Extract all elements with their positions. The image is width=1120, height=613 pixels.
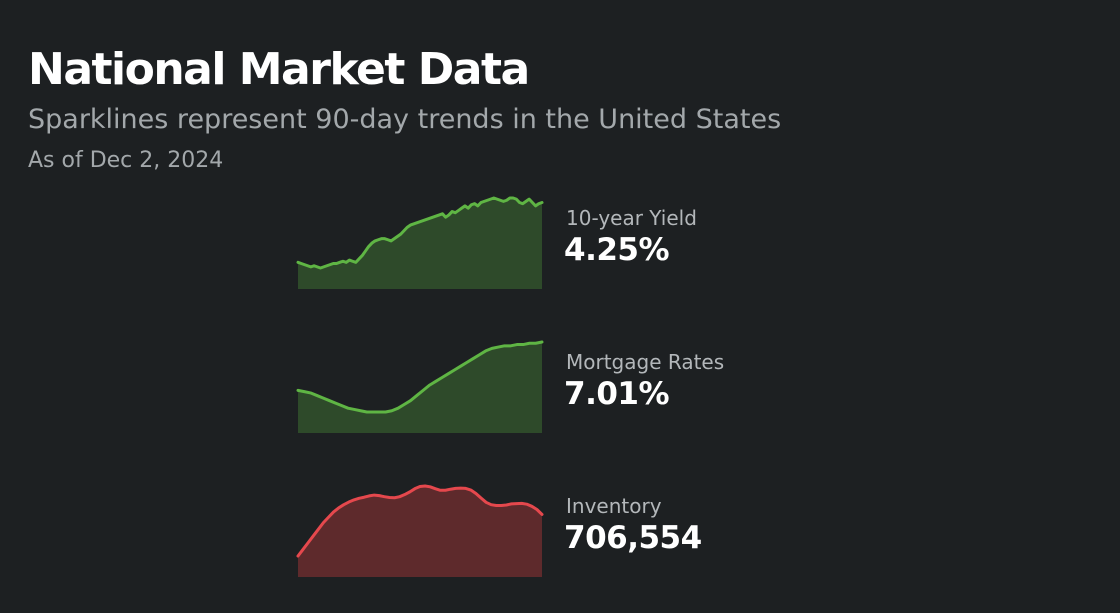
metric-label: 10-year Yield — [566, 206, 697, 230]
sparkline-area — [298, 342, 542, 433]
metric-value: 706,554 — [564, 520, 702, 556]
sparkline-inventory — [296, 484, 544, 577]
page-subtitle: Sparklines represent 90-day trends in th… — [28, 104, 782, 135]
sparkline-line — [296, 196, 544, 270]
metric-value: 7.01% — [564, 376, 670, 412]
metric-mortgage-rates: Mortgage Rates 7.01% — [296, 336, 856, 446]
sparkline-line — [296, 340, 544, 414]
sparkline-10-year-yield — [296, 196, 544, 289]
sparkline-area — [298, 198, 542, 289]
as-of-date: As of Dec 2, 2024 — [28, 148, 224, 173]
metric-label: Inventory — [566, 494, 662, 518]
sparkline-mortgage-rates — [296, 340, 544, 433]
page-title: National Market Data — [28, 44, 530, 95]
sparkline-line — [296, 484, 544, 558]
metric-label: Mortgage Rates — [566, 350, 725, 374]
sparkline-area — [298, 486, 542, 577]
metric-inventory: Inventory 706,554 — [296, 480, 856, 590]
metric-10-year-yield: 10-year Yield 4.25% — [296, 192, 856, 302]
metric-value: 4.25% — [564, 232, 670, 268]
